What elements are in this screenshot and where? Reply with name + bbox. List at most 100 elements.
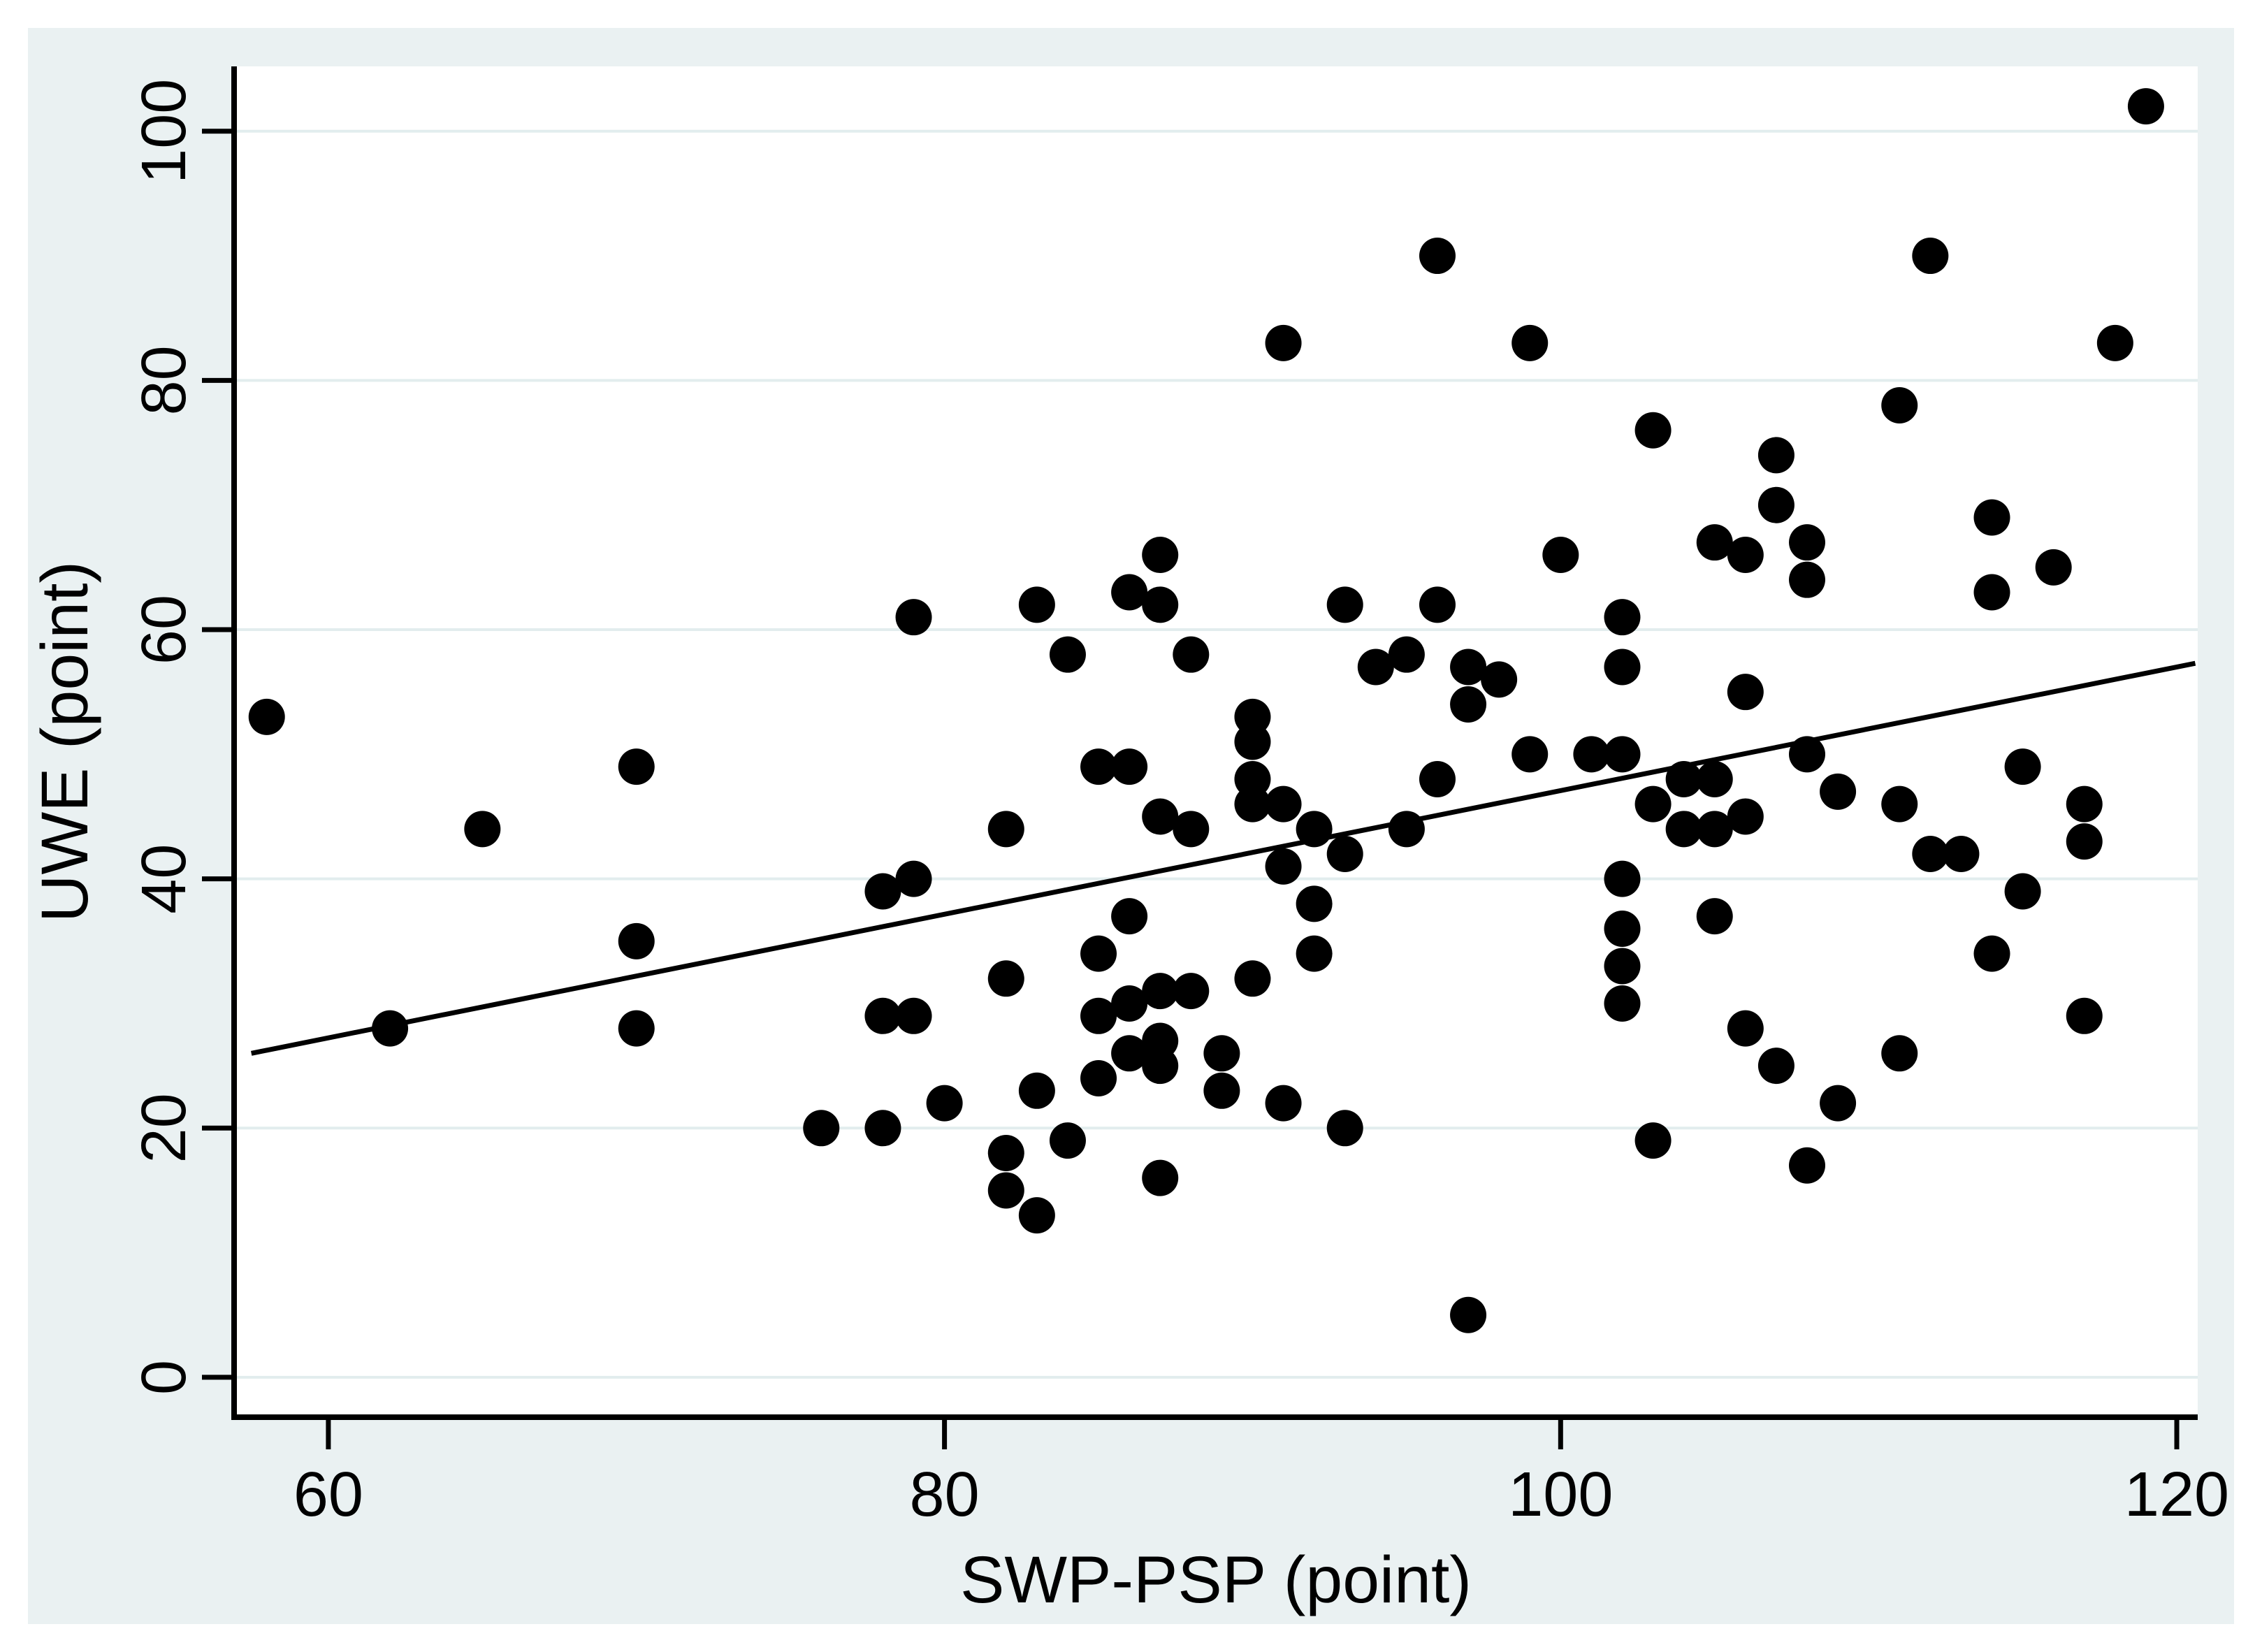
- data-point: [1727, 674, 1764, 711]
- data-point: [1419, 586, 1456, 623]
- data-point: [1820, 1085, 1857, 1122]
- data-point: [1111, 898, 1148, 935]
- data-point: [1696, 898, 1733, 935]
- data-point: [464, 811, 501, 848]
- data-point: [1912, 835, 1949, 872]
- data-point: [1080, 997, 1117, 1034]
- data-point: [1388, 811, 1425, 848]
- data-point: [803, 1110, 840, 1147]
- data-point: [1696, 760, 1733, 797]
- data-point: [1142, 1022, 1179, 1059]
- data-point: [1265, 324, 1302, 361]
- data-point: [1142, 586, 1179, 623]
- data-point: [895, 997, 932, 1034]
- data-point: [987, 811, 1024, 848]
- data-point: [864, 1110, 901, 1147]
- data-point: [1665, 811, 1702, 848]
- data-point: [618, 748, 655, 785]
- data-point: [1757, 486, 1795, 523]
- data-point: [1049, 636, 1086, 673]
- data-point: [1788, 524, 1825, 561]
- data-point: [1481, 661, 1518, 698]
- data-point: [2004, 748, 2041, 785]
- data-point: [1511, 736, 1549, 773]
- data-point: [1296, 935, 1333, 972]
- data-point: [1142, 973, 1179, 1010]
- data-point: [1973, 935, 2010, 972]
- data-point: [1142, 1048, 1179, 1085]
- trend-line: [250, 660, 2196, 1056]
- data-point: [1604, 860, 1641, 897]
- data-point: [1881, 387, 1918, 424]
- data-point: [1450, 1296, 1487, 1333]
- data-point: [1604, 599, 1641, 636]
- x-axis-title: SWP-PSP (point): [960, 1543, 1472, 1617]
- data-point: [1727, 1010, 1764, 1047]
- data-point: [926, 1085, 963, 1122]
- data-point: [1573, 736, 1610, 773]
- data-point: [864, 997, 901, 1034]
- data-point: [1265, 785, 1302, 823]
- y-axis-title: UWE (point): [28, 561, 102, 922]
- data-point: [1419, 238, 1456, 275]
- y-tick-label: 40: [129, 844, 199, 914]
- data-point: [1234, 760, 1271, 797]
- data-point: [1234, 723, 1271, 760]
- data-point: [2096, 324, 2133, 361]
- data-point: [1265, 848, 1302, 885]
- data-point: [1727, 537, 1764, 574]
- data-point: [1173, 636, 1210, 673]
- data-point: [1788, 561, 1825, 598]
- data-point: [1234, 785, 1271, 823]
- data-point: [1542, 537, 1579, 574]
- data-point: [1881, 785, 1918, 823]
- data-point: [1142, 798, 1179, 835]
- data-point: [1326, 835, 1363, 872]
- data-point: [1357, 649, 1394, 686]
- data-point: [1696, 811, 1733, 848]
- data-point: [2035, 549, 2072, 586]
- data-point: [2127, 88, 2164, 125]
- data-point: [1696, 524, 1733, 561]
- y-tick-label: 0: [129, 1360, 199, 1395]
- data-point: [1142, 1159, 1179, 1196]
- data-point: [1234, 960, 1271, 997]
- data-point: [1326, 586, 1363, 623]
- data-point: [372, 1010, 409, 1047]
- data-point: [618, 922, 655, 959]
- data-point: [1173, 811, 1210, 848]
- data-point: [1326, 1110, 1363, 1147]
- y-tick-label: 80: [129, 345, 199, 415]
- data-point: [895, 860, 932, 897]
- data-point: [1881, 1035, 1918, 1072]
- x-tick-label: 100: [1508, 1460, 1613, 1530]
- data-point: [1450, 649, 1487, 686]
- data-point: [1604, 910, 1641, 947]
- data-point: [1203, 1072, 1240, 1109]
- data-point: [1173, 973, 1210, 1010]
- data-point: [1018, 1072, 1055, 1109]
- y-tick-label: 20: [129, 1093, 199, 1163]
- data-point: [1142, 537, 1179, 574]
- data-point: [1634, 785, 1672, 823]
- data-point: [1296, 885, 1333, 922]
- data-point: [1111, 985, 1148, 1022]
- data-point: [1788, 1147, 1825, 1184]
- data-point: [1727, 798, 1764, 835]
- data-point: [1419, 760, 1456, 797]
- data-point: [1080, 1059, 1117, 1096]
- data-point: [248, 698, 285, 735]
- data-point: [1604, 948, 1641, 985]
- data-point: [864, 873, 901, 910]
- data-point: [1634, 1122, 1672, 1159]
- data-point: [1049, 1122, 1086, 1159]
- plot-area: [234, 66, 2198, 1417]
- x-tick-label: 60: [293, 1460, 363, 1530]
- data-point: [2004, 873, 2041, 910]
- data-point: [1265, 1085, 1302, 1122]
- data-point: [1943, 835, 1980, 872]
- x-tick-label: 80: [910, 1460, 980, 1530]
- data-point: [1111, 574, 1148, 611]
- data-point: [1018, 586, 1055, 623]
